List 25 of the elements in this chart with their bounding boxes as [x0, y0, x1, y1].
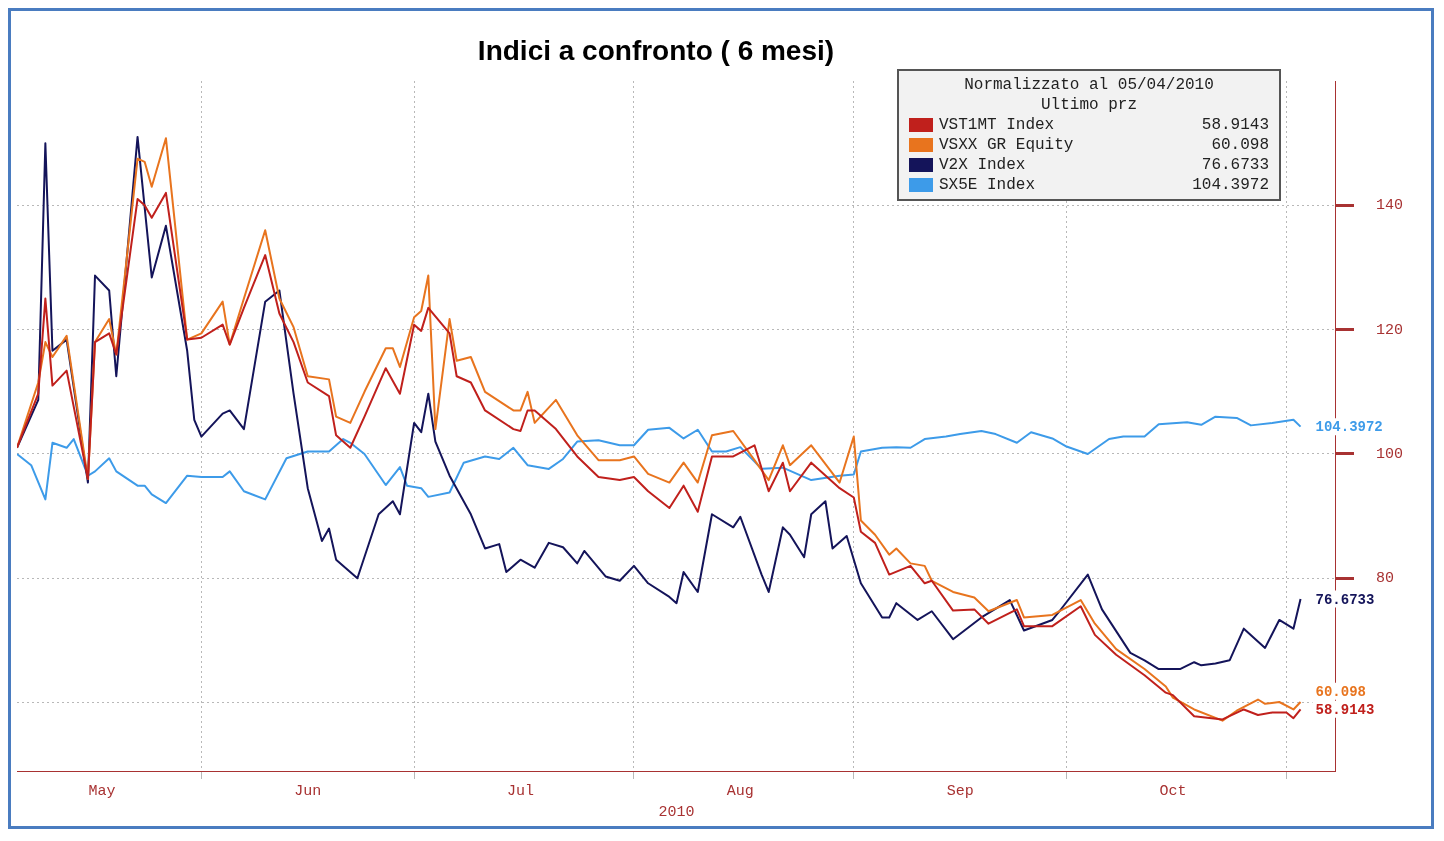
x-tick-label: May	[88, 782, 116, 800]
x-tick-label: Aug	[726, 782, 754, 800]
data-label: 60.098	[1315, 683, 1366, 700]
text: 104.3972	[1192, 176, 1269, 194]
x-axis-title: 2010	[658, 803, 695, 821]
data-label: 76.6733	[1315, 591, 1375, 608]
legend-label: VSXX GR Equity	[939, 135, 1075, 155]
x-tick-label: Oct	[1159, 782, 1187, 800]
legend-label: SX5E Index	[939, 175, 1036, 195]
text: 58.9143	[1201, 116, 1269, 134]
data-label: 58.9143	[1315, 701, 1375, 718]
y-tick-label: 140	[1376, 197, 1404, 215]
x-tick-label: Jun	[294, 782, 322, 800]
legend-label: V2X Index	[939, 155, 1027, 175]
legend-label: VST1MT Index	[939, 115, 1056, 135]
legend-title: Normalizzato al 05/04/2010 Ultimo prz	[963, 75, 1215, 115]
y-tick-label: 100	[1376, 445, 1404, 463]
data-label: 104.3972	[1315, 419, 1383, 436]
text: 76.6733	[1201, 156, 1269, 174]
x-tick-label: Sep	[946, 782, 974, 800]
x-tick-label: Jul	[506, 782, 534, 800]
y-tick-label: 80	[1376, 570, 1395, 588]
chart-title: Indici a confronto ( 6 mesi)	[476, 35, 836, 67]
text: 60.098	[1211, 136, 1269, 154]
y-tick-label: 120	[1376, 321, 1404, 339]
